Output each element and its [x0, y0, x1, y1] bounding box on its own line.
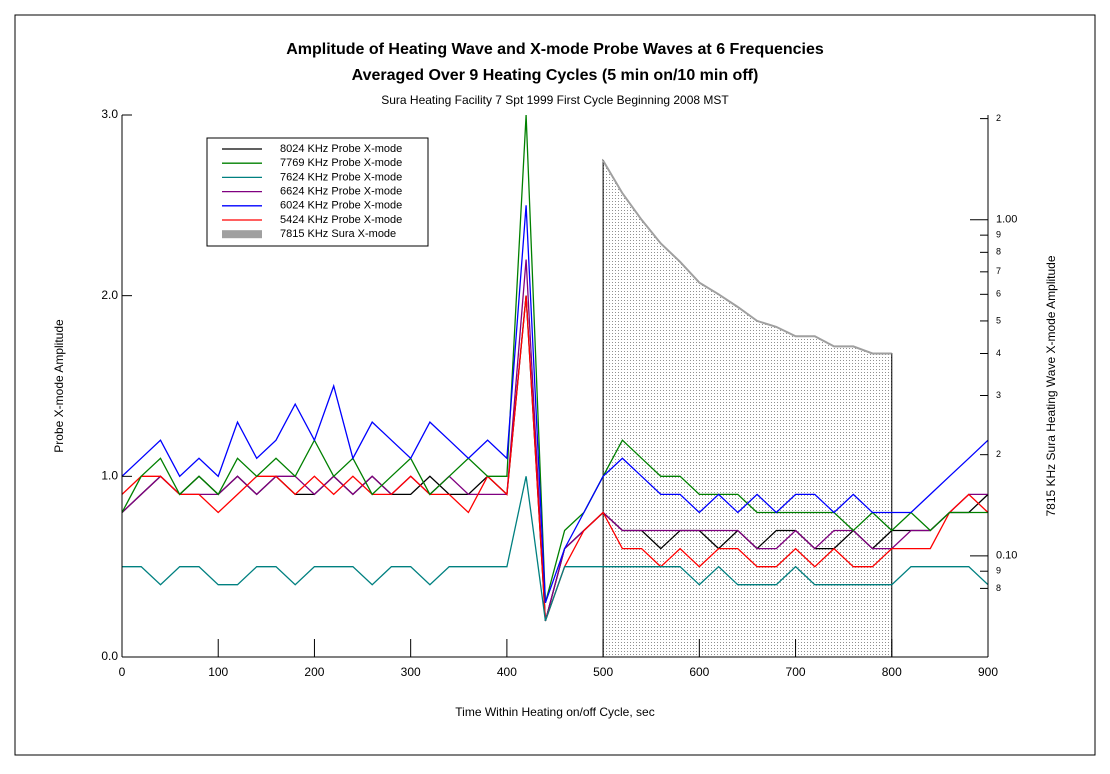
- y2-tick-label: 2: [996, 449, 1001, 459]
- legend-label: 6624 KHz Probe X-mode: [280, 186, 402, 198]
- heating-area: [602, 158, 893, 658]
- legend-label: 7815 KHz Sura X-mode: [280, 228, 396, 240]
- legend-label: 7624 KHz Probe X-mode: [280, 171, 402, 183]
- y2-tick-label: 9: [996, 230, 1001, 240]
- legend-swatch: [222, 230, 262, 239]
- x-tick-label: 200: [304, 665, 324, 679]
- plot-area: [121, 114, 989, 658]
- y2-tick-label: 4: [996, 348, 1001, 358]
- series-line: [121, 259, 988, 622]
- x-tick-label: 500: [593, 665, 613, 679]
- y2-tick-label: 5: [996, 315, 1001, 325]
- y2-tick-label: 9: [996, 566, 1001, 576]
- y2-tick-label: 8: [996, 247, 1001, 257]
- chart-subtitle: Sura Heating Facility 7 Spt 1999 First C…: [381, 93, 729, 107]
- series-line: [121, 114, 988, 603]
- legend-label: 5424 KHz Probe X-mode: [280, 214, 402, 226]
- legend-entries: 8024 KHz Probe X-mode 7769 KHz Probe X-mo…: [222, 143, 402, 240]
- y2-axis-label: 7815 KHz Sura Heating Wave X-mode Amplit…: [1044, 255, 1058, 516]
- series-line: [121, 205, 989, 604]
- x-axis-label: Time Within Heating on/off Cycle, sec: [455, 705, 654, 719]
- y-tick-label: 3.0: [101, 107, 118, 121]
- legend-label: 7769 KHz Probe X-mode: [280, 157, 402, 169]
- legend-label: 6024 KHz Probe X-mode: [280, 200, 402, 212]
- y2-tick-label: 3: [996, 390, 1001, 400]
- x-tick-label: 800: [882, 665, 902, 679]
- x-tick-label: 600: [689, 665, 709, 679]
- y2-tick-label: 2: [996, 113, 1001, 123]
- series-line: [122, 476, 989, 622]
- y2-tick-label: 1.00: [996, 214, 1017, 226]
- x-tick-label: 100: [208, 665, 228, 679]
- x-tick-label: 900: [978, 665, 998, 679]
- frame: [14, 14, 1096, 756]
- x-tick-label: 700: [786, 665, 806, 679]
- y-axis-label: Probe X-mode Amplitude: [52, 319, 66, 453]
- x-tick-label: 300: [401, 665, 421, 679]
- series-line: [602, 160, 892, 355]
- y-tick-label: 0.0: [101, 649, 118, 663]
- y2-tick-label: 6: [996, 289, 1001, 299]
- x-tick-label: 0: [119, 665, 126, 679]
- y2-tick-label: 8: [996, 583, 1001, 593]
- x-tick-label: 400: [497, 665, 517, 679]
- y-tick-label: 1.0: [101, 469, 118, 483]
- y2-tick-label: 7: [996, 266, 1001, 276]
- legend-label: 8024 KHz Probe X-mode: [280, 143, 402, 155]
- y-tick-label: 2.0: [101, 288, 118, 302]
- chart-title: Amplitude of Heating Wave and X-mode Pro…: [286, 41, 824, 58]
- y2-tick-label: 0.10: [996, 550, 1017, 562]
- chart-title: Averaged Over 9 Heating Cycles (5 min on…: [352, 67, 759, 84]
